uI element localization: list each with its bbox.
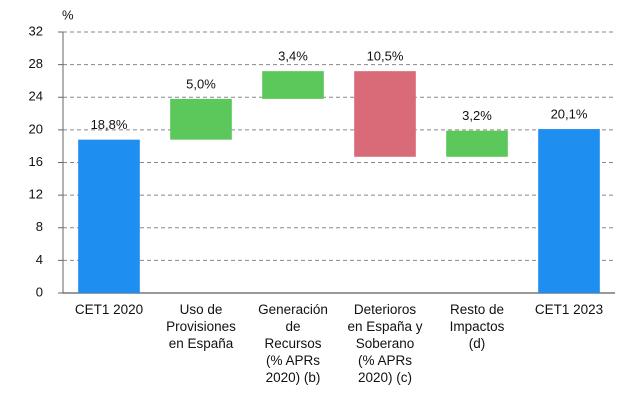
x-tick-label: Generación de Recursos (% APRs 2020) (b) — [258, 302, 328, 385]
y-tick-label: 16 — [29, 154, 43, 169]
bar — [262, 71, 324, 99]
x-tick-label: Uso de Provisiones en España — [166, 302, 236, 351]
data-label: 5,0% — [186, 76, 216, 91]
bar — [446, 130, 508, 157]
data-label: 10,5% — [367, 49, 404, 64]
y-tick-label: 20 — [29, 121, 43, 136]
y-tick-label: 0 — [36, 284, 43, 299]
x-tick-label: Deterioros en España y Soberano (% APRs … — [347, 302, 423, 385]
y-tick-label: 28 — [29, 56, 43, 71]
x-tick-label: CET1 2020 — [74, 302, 144, 317]
y-tick-label: 12 — [29, 187, 43, 202]
y-tick-label: 24 — [29, 89, 43, 104]
bar — [354, 71, 416, 157]
y-tick-label: 4 — [36, 252, 43, 267]
x-tick-label: Resto de Impactos (d) — [449, 302, 505, 351]
y-unit: % — [62, 7, 74, 22]
x-tick-label: CET1 2023 — [534, 302, 604, 317]
bar — [538, 129, 600, 293]
data-label: 3,2% — [462, 108, 492, 123]
y-tick-label: 8 — [36, 219, 43, 234]
data-label: 20,1% — [551, 106, 588, 121]
bar — [78, 139, 140, 293]
y-tick-label: 32 — [29, 23, 43, 38]
data-label: 18,8% — [91, 117, 128, 132]
bar — [170, 98, 232, 140]
data-label: 3,4% — [278, 49, 308, 64]
